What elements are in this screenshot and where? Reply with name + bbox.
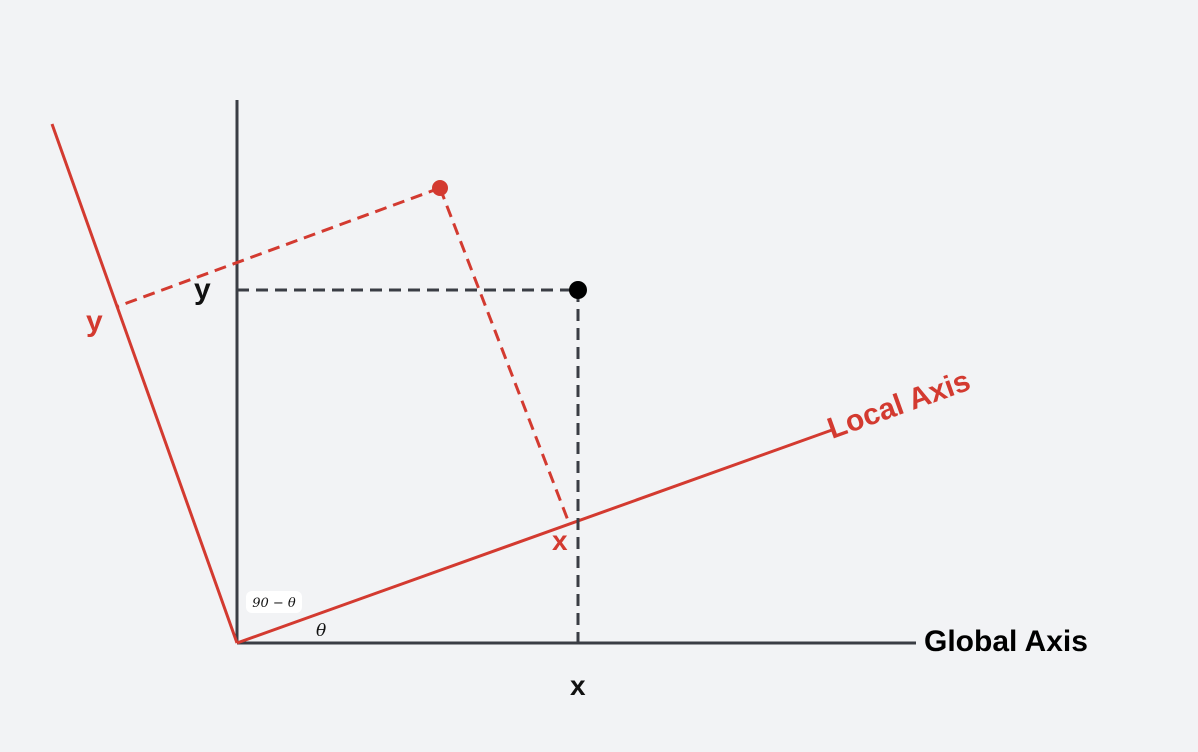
local-y-projection — [115, 186, 441, 309]
global-axis-label: Global Axis — [924, 625, 1088, 658]
local-x-label: x — [552, 525, 568, 556]
global-x-label: x — [570, 670, 586, 701]
local-y-label: y — [86, 305, 103, 338]
angle-complement-label: 90 − θ — [252, 596, 296, 611]
local-axis-label: Local Axis — [823, 364, 974, 445]
local-x-axis — [236, 428, 833, 645]
angle-theta-label: θ — [316, 621, 326, 641]
global-y-label: y — [194, 273, 211, 306]
angle-complement-badge — [246, 591, 302, 613]
local-point — [432, 180, 448, 196]
global-point — [569, 281, 587, 299]
local-y-axis — [50, 123, 239, 644]
local-x-projection — [438, 187, 571, 524]
